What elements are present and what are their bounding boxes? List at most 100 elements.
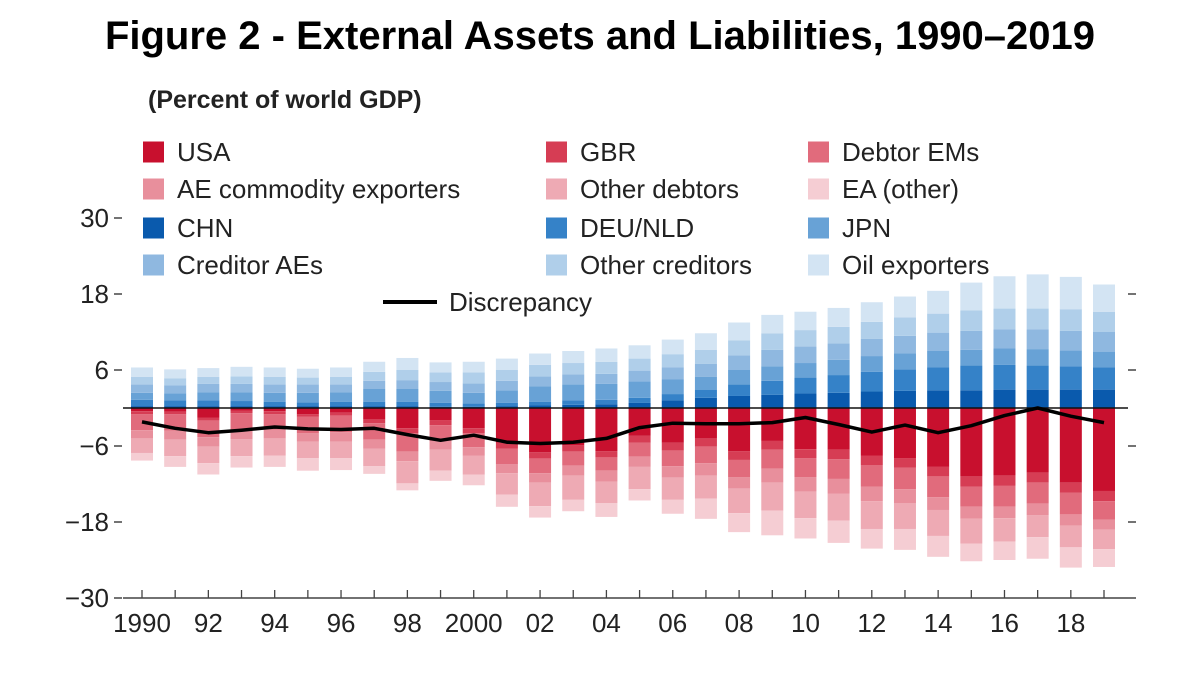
bar-segment xyxy=(1093,351,1115,368)
bar-segment xyxy=(661,477,684,500)
bar-segment xyxy=(661,354,684,368)
bar-segment xyxy=(927,351,950,368)
bar-segment xyxy=(495,494,518,507)
bar-segment xyxy=(761,314,784,334)
bar-segment xyxy=(761,468,784,483)
bar-segment xyxy=(197,400,220,407)
bar-segment xyxy=(794,311,817,331)
chart-subtitle: (Percent of world GDP) xyxy=(148,86,422,114)
bar-segment xyxy=(927,408,950,467)
bar-segment xyxy=(429,440,452,450)
bar-segment xyxy=(661,400,684,408)
bar-segment xyxy=(197,463,220,475)
bar-segment xyxy=(694,438,717,447)
bar-segment xyxy=(728,322,751,341)
bar-segment xyxy=(1026,365,1049,390)
bar-segment xyxy=(893,296,916,318)
bar-segment xyxy=(330,384,353,393)
bar-segment xyxy=(860,528,883,549)
bar-segment xyxy=(1059,389,1082,408)
bar-segment xyxy=(197,437,220,447)
bar-segment xyxy=(131,406,153,408)
bar-segment xyxy=(164,378,187,386)
bar-segment xyxy=(131,384,153,393)
bar-segment xyxy=(860,356,883,372)
bar-segment xyxy=(794,458,817,478)
bar-segment xyxy=(1026,274,1049,309)
legend-label: JPN xyxy=(842,213,891,243)
bar-segment xyxy=(628,358,651,371)
bar-segment xyxy=(263,367,286,377)
bar-segment xyxy=(993,329,1016,349)
legend-label: GBR xyxy=(580,137,636,167)
bar-segment xyxy=(827,343,850,360)
bar-segment xyxy=(529,405,552,408)
bar-segment xyxy=(827,392,850,408)
bar-segment xyxy=(529,386,552,402)
bar-segment xyxy=(761,510,784,536)
bar-segment xyxy=(1093,311,1115,332)
bar-segment xyxy=(761,408,784,441)
bar-segment xyxy=(429,372,452,383)
bar-segment xyxy=(495,448,518,465)
bar-segment xyxy=(396,380,419,389)
bar-segment xyxy=(1026,408,1049,473)
bar-segment xyxy=(827,520,850,543)
bar-segment xyxy=(1026,308,1049,330)
bar-segment xyxy=(1093,284,1115,312)
bar-segment xyxy=(263,455,286,467)
bar-segment xyxy=(661,408,684,443)
bar-segment xyxy=(396,483,419,491)
bar-segment xyxy=(595,503,618,517)
bar-segment xyxy=(562,499,585,512)
bar-segment xyxy=(131,399,153,407)
bar-segment xyxy=(1059,309,1082,331)
bar-segment xyxy=(296,377,319,385)
bar-segment xyxy=(893,528,916,550)
y-tick-label: −18 xyxy=(65,507,109,537)
bar-segment xyxy=(164,411,187,415)
bar-segment xyxy=(794,330,817,347)
x-tick-label: 16 xyxy=(990,608,1019,638)
bar-segment xyxy=(1093,332,1115,352)
bar-segment xyxy=(1026,482,1049,504)
bar-segment xyxy=(562,404,585,408)
bar-segment xyxy=(230,456,253,468)
bar-segment xyxy=(396,389,419,402)
bar-segment xyxy=(197,417,220,421)
bar-segment xyxy=(993,276,1016,309)
bar-segment xyxy=(462,372,485,384)
bar-segment xyxy=(927,367,950,391)
bar-segment xyxy=(363,406,386,408)
bar-segment xyxy=(794,393,817,408)
bar-segment xyxy=(628,402,651,408)
bar-segment xyxy=(296,416,319,434)
x-tick-label: 08 xyxy=(725,608,754,638)
bar-segment xyxy=(893,353,916,370)
bar-segment xyxy=(628,466,651,490)
bar-segment xyxy=(296,408,319,415)
bar-segment xyxy=(794,408,817,450)
bar-segment xyxy=(429,382,452,391)
bar-segment xyxy=(429,425,452,441)
bar-segment xyxy=(164,456,187,467)
bar-segment xyxy=(595,451,618,458)
bar-segment xyxy=(694,389,717,398)
legend-label: AE commodity exporters xyxy=(177,174,460,204)
bar-segment xyxy=(495,408,518,443)
bar-segment xyxy=(131,438,153,453)
bar-segment xyxy=(330,441,353,459)
bar-segment xyxy=(993,475,1016,486)
bar-segment xyxy=(960,408,983,477)
y-tick-label: −6 xyxy=(79,431,109,461)
bar-segment xyxy=(230,383,253,393)
bar-segment xyxy=(794,518,817,539)
legend-swatch xyxy=(546,178,567,200)
bar-segment xyxy=(495,464,518,474)
bar-segment xyxy=(1026,349,1049,366)
bar-segment xyxy=(661,367,684,380)
bar-segment xyxy=(595,348,618,362)
bar-segment xyxy=(1026,503,1049,516)
bar-segment xyxy=(960,282,983,311)
